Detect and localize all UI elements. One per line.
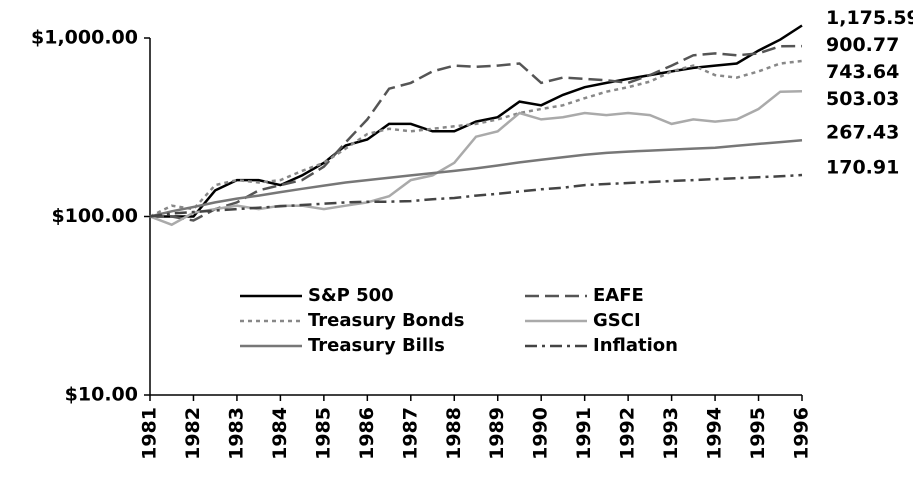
y-tick-label: $10.00 bbox=[65, 384, 138, 406]
x-tick-label: 1982 bbox=[182, 407, 204, 460]
x-tick-label: 1994 bbox=[704, 407, 726, 460]
x-tick-label: 1981 bbox=[139, 407, 161, 460]
x-tick-label: 1991 bbox=[573, 407, 595, 460]
x-tick-label: 1987 bbox=[399, 407, 421, 460]
series-line bbox=[149, 173, 803, 218]
x-tick-label: 1990 bbox=[530, 407, 552, 460]
x-tick-label: 1996 bbox=[791, 407, 813, 460]
x-tick-label: 1993 bbox=[660, 407, 682, 460]
legend-label: EAFE bbox=[593, 285, 644, 306]
legend-label: Treasury Bills bbox=[308, 335, 445, 356]
end-value-label: 503.03 bbox=[826, 88, 899, 110]
y-tick-label: $1,000.00 bbox=[31, 27, 138, 49]
legend-label: S&P 500 bbox=[308, 285, 394, 306]
x-tick-label: 1983 bbox=[225, 407, 247, 460]
series-line bbox=[150, 24, 803, 218]
series-line bbox=[150, 44, 803, 222]
x-tick-label: 1985 bbox=[312, 407, 334, 460]
legend-label: Treasury Bonds bbox=[308, 310, 464, 331]
series-line bbox=[149, 59, 803, 218]
end-value-label: 267.43 bbox=[826, 122, 899, 144]
end-value-label: 900.77 bbox=[826, 34, 899, 56]
end-value-label: 170.91 bbox=[826, 156, 899, 178]
y-tick-label: $100.00 bbox=[51, 205, 138, 227]
end-value-label: 743.64 bbox=[826, 61, 899, 83]
series-line bbox=[149, 90, 803, 227]
x-tick-label: 1984 bbox=[269, 407, 291, 460]
x-tick-label: 1989 bbox=[486, 407, 508, 460]
legend-label: Inflation bbox=[593, 335, 678, 356]
legend-label: GSCI bbox=[593, 310, 641, 331]
series-line bbox=[149, 138, 803, 218]
x-tick-label: 1986 bbox=[356, 407, 378, 460]
x-tick-label: 1992 bbox=[617, 407, 639, 460]
end-value-label: 1,175.59 bbox=[826, 7, 913, 29]
x-tick-label: 1995 bbox=[747, 407, 769, 460]
x-tick-label: 1988 bbox=[443, 407, 465, 460]
